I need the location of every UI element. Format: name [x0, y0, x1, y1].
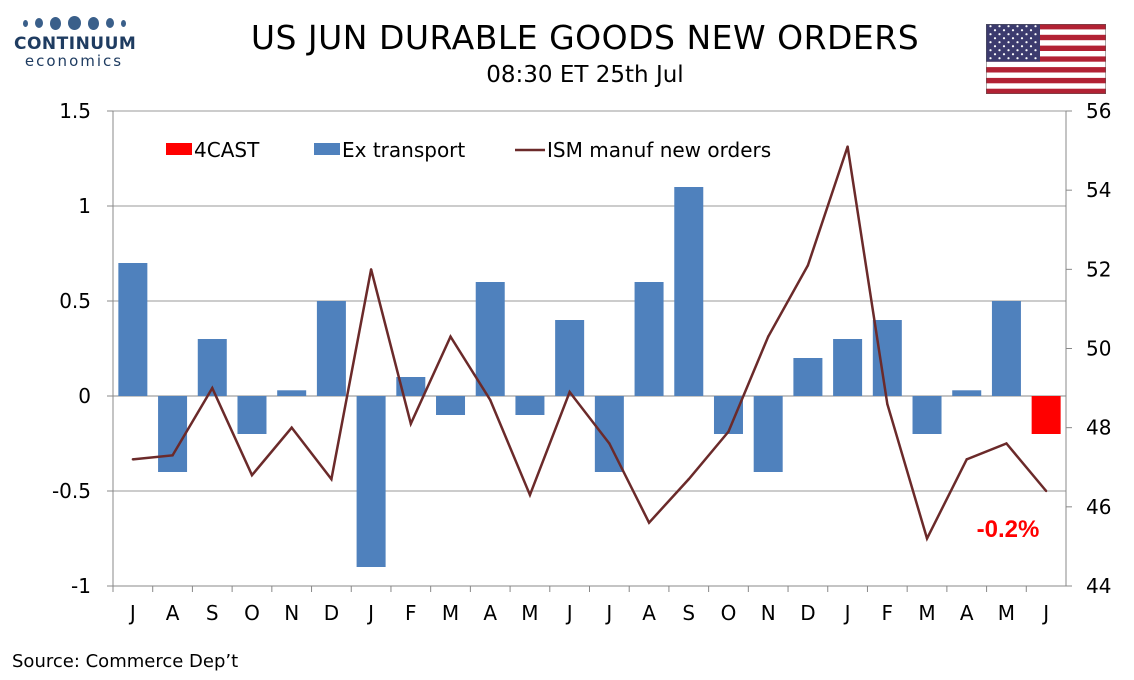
y-right-tick-label: 54 — [1086, 178, 1111, 202]
x-tick-label: J — [604, 601, 612, 625]
y-right-tick-label: 52 — [1086, 257, 1111, 281]
x-tick-label: M — [918, 601, 935, 625]
legend-ex-transport-label: Ex transport — [342, 138, 465, 162]
chart-title: US JUN DURABLE GOODS NEW ORDERS — [250, 18, 920, 57]
y-right-tick-label: 56 — [1086, 99, 1111, 123]
x-tick-label: D — [800, 601, 815, 625]
ex-transport-bar — [713, 396, 743, 434]
us-flag-icon — [986, 24, 1106, 94]
x-tick-label: O — [244, 601, 260, 625]
ism-new-orders-line — [132, 146, 1048, 542]
legend-4cast-swatch — [166, 143, 192, 155]
x-tick-label: N — [761, 601, 776, 625]
x-tick-label: A — [642, 601, 656, 625]
ism-point — [1005, 442, 1008, 445]
y-left-tick-label: 0 — [78, 384, 91, 408]
ex-transport-bar — [555, 320, 585, 396]
ex-transport-bar — [277, 390, 307, 396]
ex-transport-bar — [594, 396, 624, 472]
y-right-tick-label: 44 — [1086, 574, 1111, 598]
x-tick-label: M — [998, 601, 1015, 625]
legend-ex-transport-swatch — [314, 143, 340, 155]
ism-point — [250, 473, 254, 477]
x-tick-label: S — [682, 601, 695, 625]
ex-transport-bar — [356, 396, 386, 567]
ex-transport-bar — [833, 339, 863, 396]
x-tick-label: J — [1041, 601, 1049, 625]
ism-point — [568, 390, 571, 394]
ex-transport-bar — [436, 396, 466, 415]
y-right-tick-label: 48 — [1086, 416, 1111, 440]
chart-subtitle: 08:30 ET 25th Jul — [486, 62, 684, 88]
x-tick-label: J — [565, 601, 573, 625]
ex-transport-bar — [158, 396, 188, 472]
logo-dots-icon — [14, 14, 134, 32]
ism-point — [647, 521, 651, 524]
ex-transport-bar — [991, 301, 1021, 396]
x-tick-label: J — [128, 601, 136, 625]
ex-transport-bar — [237, 396, 267, 434]
ism-point — [409, 422, 413, 425]
ism-point — [528, 493, 532, 497]
ex-transport-bar — [674, 187, 704, 396]
ism-point — [449, 335, 452, 338]
ism-point — [1044, 489, 1048, 493]
ism-point — [211, 386, 214, 390]
logo-name: CONTINUUM — [14, 34, 137, 54]
ism-point — [925, 537, 929, 540]
x-tick-label: A — [960, 601, 974, 625]
ism-point — [330, 477, 333, 481]
x-tick-label: M — [521, 601, 538, 625]
x-tick-label: O — [721, 601, 737, 625]
ism-point — [131, 458, 135, 461]
ex-transport-bar — [316, 301, 346, 396]
ism-point — [886, 402, 889, 406]
ex-transport-bar — [872, 320, 902, 396]
x-tick-label: F — [405, 601, 417, 625]
ex-transport-bar — [912, 396, 942, 434]
x-tick-label: J — [843, 601, 851, 625]
ism-point — [766, 335, 770, 338]
ism-point — [806, 264, 810, 267]
ism-point — [846, 145, 849, 148]
y-right-tick-label: 50 — [1086, 337, 1111, 361]
ex-transport-bar — [118, 263, 148, 396]
x-tick-label: N — [284, 601, 299, 625]
legend-4cast-label: 4CAST — [194, 138, 260, 162]
continuum-logo: CONTINUUM economics — [14, 14, 137, 70]
x-tick-label: S — [206, 601, 219, 625]
forecast-annotation: -0.2% — [977, 516, 1040, 543]
x-tick-label: J — [366, 601, 374, 625]
y-left-tick-label: -1 — [71, 574, 91, 598]
ism-point — [727, 430, 730, 433]
x-tick-label: A — [483, 601, 497, 625]
y-left-tick-label: -0.5 — [52, 479, 91, 503]
ex-transport-bar — [793, 358, 823, 396]
ex-transport-bar — [634, 282, 664, 396]
y-left-tick-label: 1 — [78, 194, 91, 218]
y-left-tick-label: 1.5 — [59, 99, 91, 123]
ex-transport-bar — [952, 390, 982, 396]
legend-ism-label: ISM manuf new orders — [547, 138, 771, 162]
ism-point — [369, 268, 373, 271]
y-left-tick-label: 0.5 — [59, 289, 91, 313]
ism-point — [965, 458, 968, 461]
source-note: Source: Commerce Dep’t — [12, 651, 239, 672]
x-tick-label: A — [166, 601, 180, 625]
ism-point — [171, 454, 174, 457]
x-tick-label: M — [442, 601, 459, 625]
x-tick-label: D — [324, 601, 339, 625]
ism-point — [290, 426, 293, 429]
ism-point — [608, 442, 611, 445]
x-tick-label: F — [882, 601, 894, 625]
ism-point — [489, 398, 492, 402]
ism-point — [687, 477, 690, 481]
ex-transport-bar — [753, 396, 783, 472]
ex-transport-bar — [515, 396, 545, 415]
logo-sub: economics — [24, 52, 124, 70]
ex-transport-bar — [475, 282, 505, 396]
forecast-bar — [1031, 396, 1061, 434]
y-right-tick-label: 46 — [1086, 495, 1111, 519]
